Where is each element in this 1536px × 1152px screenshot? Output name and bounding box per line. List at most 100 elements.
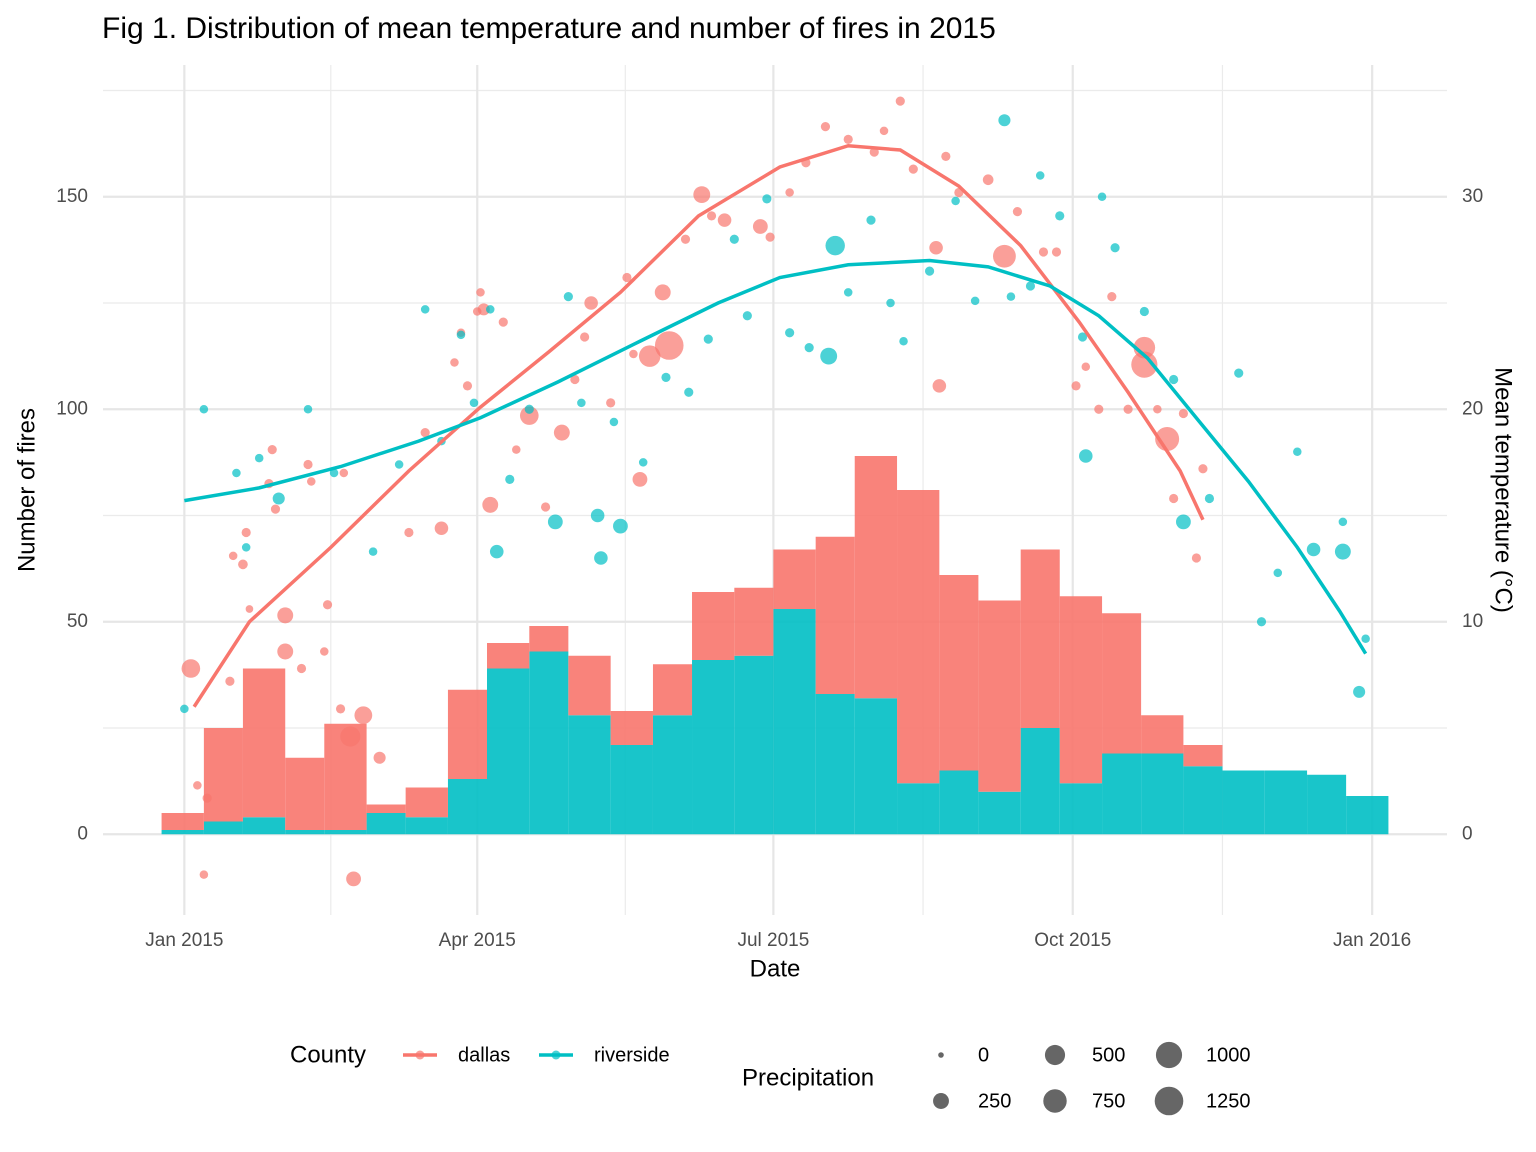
size-legend-key: [1154, 1086, 1184, 1116]
scatter-point: [594, 551, 608, 565]
scatter-point: [1353, 685, 1366, 698]
x-tick-label: Apr 2015: [439, 930, 516, 951]
scatter-point: [482, 496, 499, 513]
scatter-point: [477, 303, 490, 316]
scatter-point: [742, 311, 752, 321]
histogram-bar: [815, 694, 855, 835]
scatter-point: [1077, 332, 1088, 342]
scatter-point: [1110, 243, 1120, 253]
scatter-point: [322, 600, 333, 610]
scatter-point: [869, 147, 879, 157]
scatter-point: [1038, 247, 1049, 257]
scatter-point: [368, 547, 378, 556]
legend-label: riverside: [594, 1044, 670, 1066]
scatter-point: [180, 704, 189, 714]
histogram-bar: [1020, 728, 1060, 835]
scatter-point: [420, 428, 430, 438]
scatter-point: [804, 343, 814, 353]
scatter-point: [335, 704, 346, 714]
scatter-point: [267, 445, 277, 455]
scatter-point: [866, 215, 876, 225]
scatter-point: [329, 468, 339, 478]
scatter-point: [1169, 493, 1179, 504]
scatter-point: [752, 219, 768, 234]
scatter-point: [895, 96, 905, 106]
scatter-point: [638, 345, 661, 367]
scatter-point: [456, 330, 466, 340]
scatter-point: [1006, 292, 1016, 301]
histogram-bar: [939, 575, 979, 771]
scatter-point: [462, 381, 473, 391]
histogram-bar: [939, 770, 979, 835]
histogram-bar: [692, 660, 735, 835]
scatter-point: [1025, 281, 1036, 291]
histogram-bar: [203, 728, 243, 822]
scatter-point: [1051, 247, 1062, 257]
scatter-point: [970, 296, 980, 306]
scatter-point: [519, 406, 539, 425]
scatter-point: [1055, 211, 1065, 221]
y-tick-label: 150: [56, 186, 88, 207]
histogram-bar: [854, 698, 898, 835]
legend-key-point: [415, 1050, 425, 1060]
scatter-point: [820, 122, 831, 132]
legend-label: dallas: [458, 1044, 510, 1066]
size-legend-label: 250: [978, 1090, 1011, 1112]
histogram-bar: [652, 664, 693, 716]
scatter-point: [1256, 617, 1267, 627]
scatter-point: [485, 305, 495, 314]
histogram-bar: [447, 779, 487, 835]
histogram-bar: [1222, 770, 1265, 835]
scatter-point: [303, 404, 313, 414]
scatter-point: [450, 358, 459, 367]
x-tick-label: Jan 2016: [1333, 930, 1411, 951]
scatter-point: [199, 870, 209, 879]
scatter-point: [373, 751, 386, 764]
scatter-point: [729, 234, 739, 244]
scatter-point: [998, 114, 1011, 127]
histogram-bar: [1020, 549, 1060, 728]
scatter-point: [277, 607, 294, 624]
histogram-bar: [978, 600, 1021, 792]
y-tick-label: 50: [67, 611, 88, 632]
histogram-bar: [405, 817, 448, 835]
x-tick-label: Jan 2015: [145, 930, 223, 951]
histogram-bar: [487, 643, 530, 669]
scatter-point: [982, 174, 994, 186]
histogram-bar: [1307, 774, 1347, 835]
scatter-point: [638, 458, 648, 467]
size-legend-label: 1250: [1206, 1090, 1251, 1112]
histogram-bar: [529, 626, 569, 652]
scatter-point: [553, 424, 570, 441]
y2-tick-label: 0: [1462, 823, 1473, 844]
scatter-point: [843, 288, 853, 297]
size-legend-key: [1043, 1089, 1067, 1113]
histogram-bar: [1141, 753, 1184, 835]
scatter-point: [606, 398, 616, 408]
scatter-point: [1338, 517, 1348, 527]
histogram-bar: [652, 715, 693, 835]
scatter-point: [941, 151, 951, 161]
scatter-point: [394, 460, 404, 469]
scatter-point: [879, 126, 889, 136]
scatter-point: [193, 781, 202, 790]
histogram-bar: [610, 711, 653, 745]
scatter-point: [785, 328, 795, 338]
histogram-bar: [773, 549, 816, 609]
y2-tick-label: 30: [1462, 186, 1483, 207]
scatter-point: [1178, 408, 1188, 419]
scatter-point: [785, 188, 794, 197]
scatter-point: [1334, 543, 1351, 560]
scatter-point: [613, 518, 628, 534]
scatter-point: [489, 544, 504, 559]
size-legend-label: 500: [1092, 1044, 1125, 1066]
size-legend-key: [1044, 1044, 1066, 1066]
scatter-point: [1081, 362, 1091, 372]
scatter-point: [277, 643, 294, 660]
scatter-point: [765, 232, 775, 242]
histogram-bar: [285, 757, 325, 830]
scatter-point: [693, 186, 711, 204]
scatter-point: [654, 284, 671, 301]
histogram-bar: [1102, 613, 1142, 754]
scatter-point: [908, 164, 918, 174]
